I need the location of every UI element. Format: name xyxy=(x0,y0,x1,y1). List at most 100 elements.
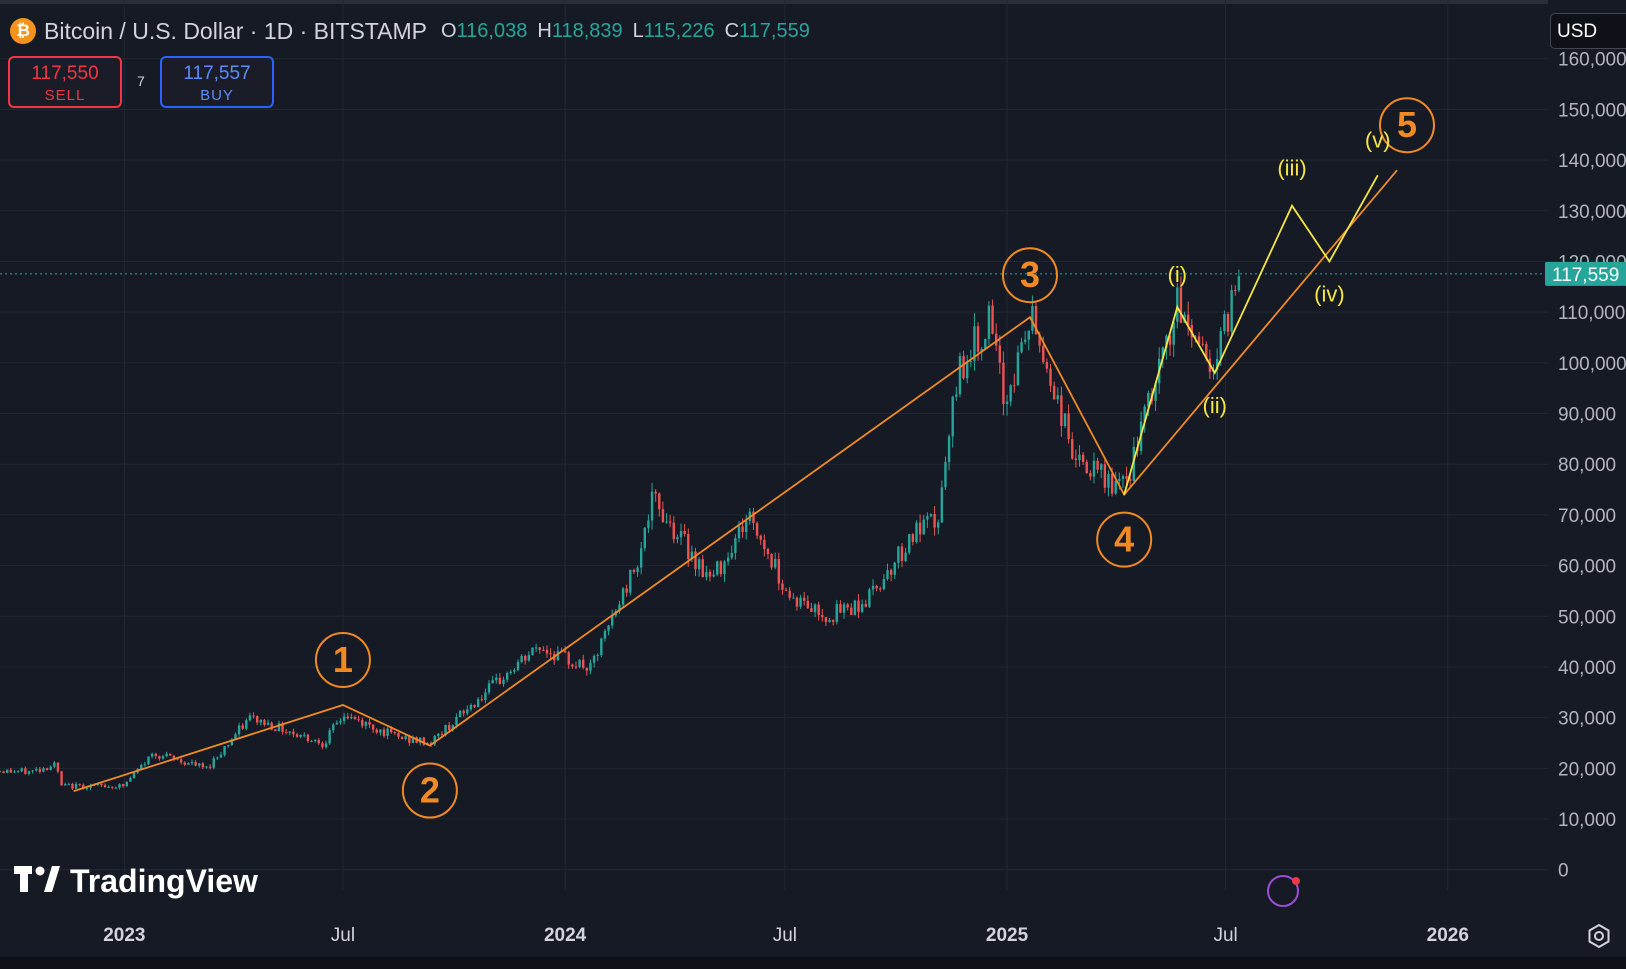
candlestick-series[interactable] xyxy=(0,269,1241,791)
candle-body xyxy=(223,746,226,755)
candle-body xyxy=(350,717,353,719)
candle-body xyxy=(49,766,52,770)
x-tick-label: 2023 xyxy=(103,925,145,946)
candle-body xyxy=(1132,447,1136,481)
y-tick-label: 70,000 xyxy=(1558,506,1616,527)
sell-price: 117,550 xyxy=(31,63,99,84)
wave-label: 1 xyxy=(333,639,353,680)
candle-body xyxy=(299,735,302,737)
candle-body xyxy=(549,653,552,655)
candle-body xyxy=(527,654,531,661)
candle-body xyxy=(676,537,679,540)
candle-body xyxy=(509,671,512,674)
assistant-icon[interactable] xyxy=(1267,875,1299,907)
candle-body xyxy=(853,600,857,616)
candle-body xyxy=(592,655,596,663)
elliott-wave-line[interactable] xyxy=(73,169,1398,793)
candle-body xyxy=(16,771,20,773)
currency-selector[interactable]: USD xyxy=(1550,13,1626,49)
candle-body xyxy=(944,462,947,488)
candle-body xyxy=(13,771,16,773)
candle-body xyxy=(1081,454,1085,462)
buy-button[interactable]: 117,557 BUY xyxy=(160,56,274,108)
candle-body xyxy=(596,655,599,657)
candle-body xyxy=(281,723,284,732)
elliott-subwave-line[interactable] xyxy=(1123,174,1379,495)
candle-body xyxy=(842,604,846,613)
candle-body xyxy=(679,531,683,538)
candle-body xyxy=(647,520,650,528)
candle-body xyxy=(719,561,723,575)
candle-body xyxy=(9,769,13,773)
y-tick-label: 150,000 xyxy=(1558,100,1626,121)
y-tick-label: 60,000 xyxy=(1558,557,1616,578)
candle-body xyxy=(665,521,668,523)
candle-body xyxy=(328,730,331,744)
y-tick-label: 50,000 xyxy=(1558,607,1616,628)
candle-body xyxy=(20,768,23,772)
candle-body xyxy=(1042,345,1045,363)
candle-body xyxy=(788,590,791,598)
candle-body xyxy=(1107,474,1110,488)
candle-body xyxy=(447,725,451,730)
candle-body xyxy=(129,778,132,782)
candle-body xyxy=(806,600,810,609)
sell-label: SELL xyxy=(44,87,86,104)
candle-body xyxy=(1089,473,1092,477)
candle-body xyxy=(255,716,259,723)
candle-body xyxy=(585,667,589,671)
candle-body xyxy=(491,680,494,684)
candle-body xyxy=(545,649,549,654)
candle-body xyxy=(78,783,81,785)
candle-body xyxy=(201,763,205,768)
tradingview-logo[interactable]: TradingView xyxy=(14,862,258,901)
settings-gear-icon[interactable] xyxy=(1586,923,1612,949)
candle-body xyxy=(335,722,339,725)
candle-body xyxy=(353,717,357,720)
candle-body xyxy=(1060,395,1063,427)
candle-body xyxy=(712,574,715,577)
x-tick-label: Jul xyxy=(1213,925,1237,946)
candle-body xyxy=(690,551,694,560)
candle-body xyxy=(27,771,31,774)
candle-body xyxy=(1143,406,1146,422)
candle-body xyxy=(1230,290,1233,332)
candle-body xyxy=(205,766,208,768)
candle-body xyxy=(1016,352,1020,386)
candle-body xyxy=(60,771,63,786)
candle-body xyxy=(900,546,904,561)
spread-value: 7 xyxy=(137,73,145,89)
candle-body xyxy=(603,630,607,639)
candle-body xyxy=(480,699,483,701)
candle-body xyxy=(1114,480,1117,494)
candle-body xyxy=(476,699,480,708)
candle-body xyxy=(831,619,835,622)
candle-body xyxy=(839,604,842,613)
candle-body xyxy=(346,716,349,719)
subwave-label: (i) xyxy=(1168,262,1188,287)
candle-body xyxy=(1045,362,1049,369)
candle-body xyxy=(955,394,958,397)
y-tick-label: 130,000 xyxy=(1558,202,1626,223)
candle-body xyxy=(194,761,197,766)
candle-body xyxy=(143,764,147,766)
sell-button[interactable]: 117,550 SELL xyxy=(8,56,122,108)
candle-body xyxy=(1147,393,1150,407)
candle-body xyxy=(234,734,237,740)
candle-body xyxy=(708,571,712,577)
wave-label: 2 xyxy=(420,770,440,811)
ohlc-low-value: 115,226 xyxy=(643,19,715,42)
price-axis-panel[interactable] xyxy=(1548,0,1626,960)
candle-body xyxy=(795,597,799,607)
candle-body xyxy=(1226,314,1230,332)
candle-body xyxy=(933,514,936,528)
symbol-title[interactable]: Bitcoin / U.S. Dollar · 1D · BITSTAMP xyxy=(44,17,427,44)
candle-body xyxy=(589,662,592,671)
candle-body xyxy=(918,522,922,535)
buy-label: BUY xyxy=(200,87,234,104)
candle-body xyxy=(734,538,737,553)
candle-body xyxy=(82,784,85,789)
candle-body xyxy=(118,784,121,788)
candle-body xyxy=(498,677,502,684)
